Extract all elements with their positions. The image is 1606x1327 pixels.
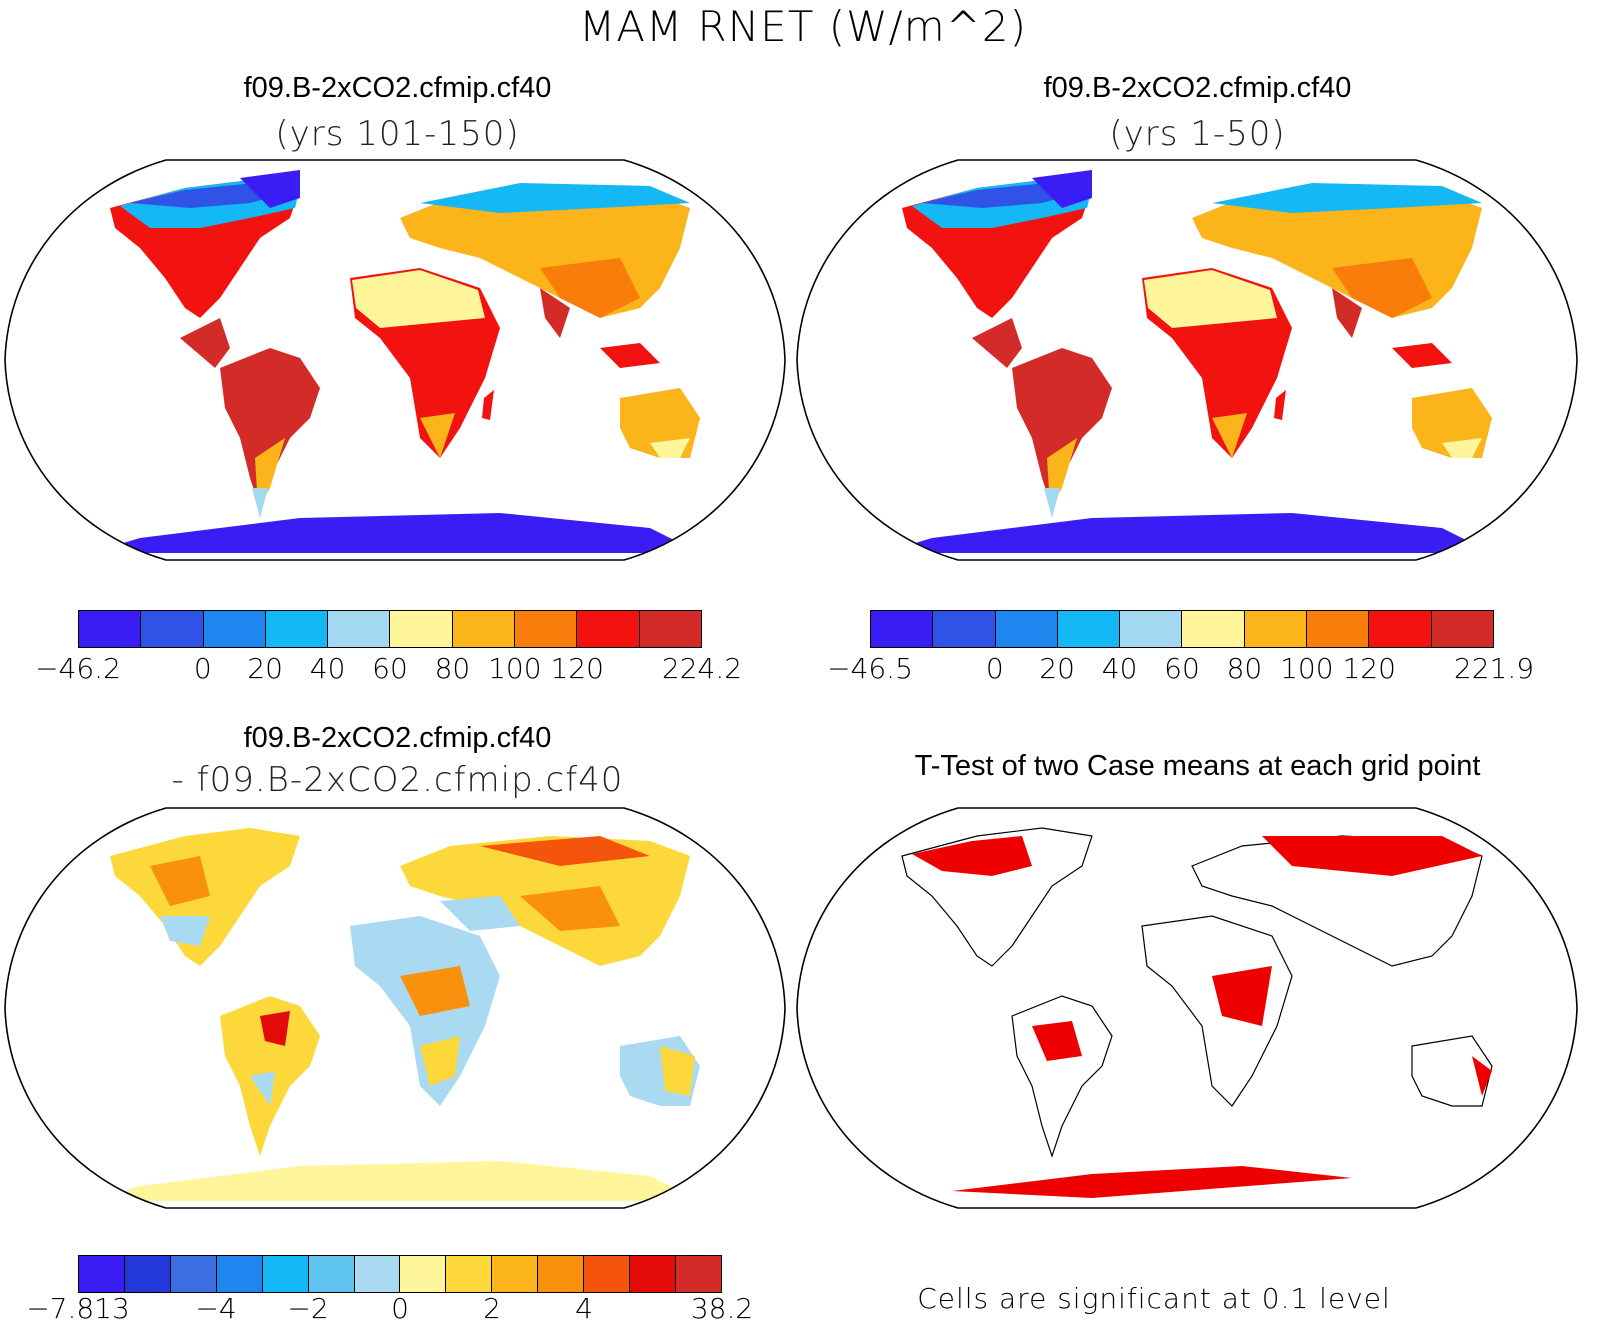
figure-title: MAM RNET (W/m^2) bbox=[579, 2, 1027, 51]
colorbar-cell bbox=[170, 1256, 217, 1292]
colorbar-cell bbox=[630, 1256, 676, 1292]
colorbar-tick-label: 0 bbox=[985, 652, 1004, 685]
colorbar-cell bbox=[446, 1256, 493, 1292]
colorbar-cell bbox=[995, 611, 1058, 647]
colorbar-tick-label: 40 bbox=[309, 652, 346, 685]
colorbar-cell bbox=[492, 1256, 539, 1292]
colorbar-cell bbox=[1244, 611, 1308, 647]
colorbar-cell bbox=[308, 1256, 355, 1292]
colorbar-cell bbox=[265, 611, 329, 647]
colorbar-panel-1-labels: −46.2 0 20 40 60 80 100 120 224.2 bbox=[35, 652, 742, 692]
colorbar-cell bbox=[400, 1256, 447, 1292]
colorbar-tick-label: 80 bbox=[434, 652, 471, 685]
colorbar-cell bbox=[124, 1256, 171, 1292]
colorbar-tick-label: 0 bbox=[391, 1292, 409, 1325]
colorbar-tick-label: 80 bbox=[1226, 652, 1263, 685]
map-panel-3 bbox=[4, 807, 786, 1209]
colorbar-tick-label: 221.9 bbox=[1453, 652, 1535, 685]
colorbar-tick-label: −46.2 bbox=[35, 652, 121, 685]
colorbar-tick-label: 100 bbox=[488, 652, 542, 685]
colorbar-tick-label: 100 bbox=[1280, 652, 1334, 685]
colorbar-cell bbox=[1431, 611, 1493, 647]
colorbar-tick-label: 224.2 bbox=[661, 652, 743, 685]
colorbar-cell bbox=[1182, 611, 1245, 647]
panel3-title: f09.B-2xCO2.cfmip.cf40 bbox=[243, 722, 552, 754]
colorbar-cell bbox=[262, 1256, 309, 1292]
colorbar-tick-label: 120 bbox=[1342, 652, 1396, 685]
colorbar-cell bbox=[203, 611, 266, 647]
colorbar-cell bbox=[639, 611, 701, 647]
colorbar-cell bbox=[584, 1256, 631, 1292]
colorbar-cell bbox=[79, 611, 142, 647]
colorbar-tick-label: 120 bbox=[550, 652, 604, 685]
colorbar-cell bbox=[1120, 611, 1183, 647]
colorbar-tick-label: 20 bbox=[247, 652, 284, 685]
map-panel-1 bbox=[4, 159, 786, 561]
map-panel-4 bbox=[796, 807, 1578, 1209]
panel2-title: f09.B-2xCO2.cfmip.cf40 bbox=[1043, 72, 1352, 104]
colorbar-cell bbox=[216, 1256, 263, 1292]
colorbar-tick-label: 2 bbox=[483, 1292, 501, 1325]
colorbar-cell bbox=[1307, 611, 1370, 647]
panel3-subtitle: - f09.B-2xCO2.cfmip.cf40 bbox=[171, 760, 624, 800]
colorbar-panel-1 bbox=[78, 610, 702, 648]
map-panel-2 bbox=[796, 159, 1578, 561]
colorbar-panel-2 bbox=[870, 610, 1494, 648]
ttest-note: Cells are significant at 0.1 level bbox=[917, 1282, 1391, 1315]
panel1-title: f09.B-2xCO2.cfmip.cf40 bbox=[243, 72, 552, 104]
colorbar-cell bbox=[390, 611, 453, 647]
colorbar-cell bbox=[871, 611, 934, 647]
colorbar-tick-label: 20 bbox=[1039, 652, 1076, 685]
panel1-subtitle: (yrs 101-150) bbox=[275, 114, 520, 154]
colorbar-cell bbox=[328, 611, 391, 647]
panel4-title: T-Test of two Case means at each grid po… bbox=[914, 750, 1481, 782]
colorbar-tick-label: 0 bbox=[193, 652, 212, 685]
colorbar-tick-label: −7.813 bbox=[26, 1292, 130, 1325]
colorbar-cell bbox=[538, 1256, 585, 1292]
colorbar-cell bbox=[675, 1256, 721, 1292]
panel2-subtitle: (yrs 1-50) bbox=[1109, 114, 1286, 154]
colorbar-panel-2-labels: −46.5 0 20 40 60 80 100 120 221.9 bbox=[827, 652, 1534, 692]
colorbar-tick-label: 40 bbox=[1101, 652, 1138, 685]
colorbar-tick-label: 4 bbox=[575, 1292, 593, 1325]
colorbar-cell bbox=[933, 611, 996, 647]
colorbar-cell bbox=[354, 1256, 401, 1292]
colorbar-tick-label: 60 bbox=[372, 652, 408, 685]
colorbar-cell bbox=[515, 611, 578, 647]
colorbar-cell bbox=[577, 611, 640, 647]
colorbar-cell bbox=[1369, 611, 1432, 647]
colorbar-cell bbox=[1057, 611, 1121, 647]
colorbar-panel-3-labels: −7.813 −4 −2 0 2 4 38.2 bbox=[26, 1292, 753, 1326]
colorbar-cell bbox=[79, 1256, 125, 1292]
colorbar-tick-label: 60 bbox=[1164, 652, 1200, 685]
colorbar-panel-3 bbox=[78, 1255, 722, 1293]
colorbar-tick-label: −4 bbox=[195, 1292, 237, 1325]
colorbar-tick-label: −46.5 bbox=[827, 652, 913, 685]
colorbar-cell bbox=[452, 611, 516, 647]
colorbar-tick-label: 38.2 bbox=[690, 1292, 754, 1325]
colorbar-cell bbox=[141, 611, 204, 647]
colorbar-tick-label: −2 bbox=[287, 1292, 329, 1325]
